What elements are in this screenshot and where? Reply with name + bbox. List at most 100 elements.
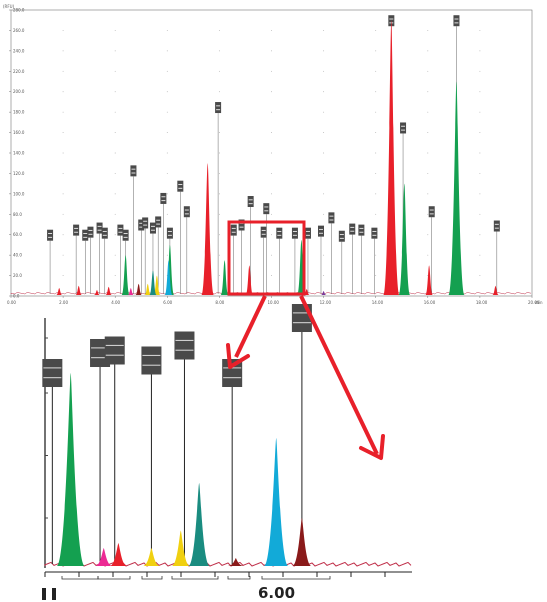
grid-dot <box>114 50 116 52</box>
grid-dot <box>271 132 272 134</box>
marker-text-line <box>83 236 88 238</box>
grid-dot <box>375 275 377 277</box>
grid-dot <box>271 152 272 154</box>
marker-text-line <box>292 230 297 232</box>
zoom-region-box <box>227 220 306 296</box>
marker-box <box>104 336 125 365</box>
marker-text-line <box>161 200 166 202</box>
grid-dot <box>114 132 116 134</box>
marker-text-line <box>305 230 310 232</box>
zoom-peak-marker <box>42 359 63 387</box>
marker-text-line <box>339 234 344 236</box>
bin-bracket <box>61 576 99 580</box>
marker-text-line <box>83 233 88 235</box>
peak <box>220 260 229 295</box>
grid-dot <box>166 172 168 174</box>
grid-dot <box>479 91 481 93</box>
marker-box <box>141 346 162 375</box>
marker-box <box>177 180 184 192</box>
grid-dot <box>271 91 272 93</box>
peak <box>149 270 157 295</box>
grid-dot <box>166 29 168 31</box>
grid-dot <box>479 275 481 277</box>
grid-dot <box>375 70 377 72</box>
grid-dot <box>323 193 325 195</box>
marker-text-line <box>184 209 189 211</box>
y-tick-label: 140.0 <box>13 151 25 156</box>
grid-dot <box>62 29 64 31</box>
marker-box <box>304 227 311 239</box>
marker-text-line <box>231 227 236 229</box>
grid-dot <box>271 50 272 52</box>
grid-dot <box>114 234 116 236</box>
grid-dot <box>323 91 325 93</box>
grid-dot <box>62 213 64 215</box>
y-tick-label: 60.0 <box>13 232 22 237</box>
grid-dot <box>218 70 220 72</box>
grid-dot <box>271 275 272 277</box>
zoom-peak <box>264 438 289 566</box>
marker-box <box>263 203 270 215</box>
marker-text-line <box>429 209 434 211</box>
grid-dot <box>62 275 64 277</box>
x-tick-label: 4.00 <box>111 300 120 305</box>
grid-dot <box>323 275 325 277</box>
grid-dot <box>479 132 481 134</box>
grid-dot <box>479 29 481 31</box>
peak <box>164 260 173 295</box>
marker-box <box>47 229 54 241</box>
grid-dot <box>271 29 272 31</box>
arrowhead <box>359 434 385 460</box>
grid-dot <box>323 152 325 154</box>
marker-box <box>230 224 237 236</box>
marker-text-line <box>167 234 172 236</box>
marker-text-line <box>43 367 62 369</box>
marker-text-line <box>139 226 144 228</box>
marker-text-line <box>43 377 62 379</box>
marker-text-line <box>184 213 189 215</box>
grid-dot <box>166 111 168 113</box>
grid-dot <box>427 91 429 93</box>
marker-text-line <box>359 231 364 233</box>
grid-dot <box>427 70 429 72</box>
marker-text-line <box>143 224 148 226</box>
x-tick-label: 12.00 <box>320 300 332 305</box>
grid-dot <box>323 29 325 31</box>
peak-marker <box>263 203 270 215</box>
peak <box>448 81 465 295</box>
peak-marker <box>493 220 500 232</box>
marker-text-line <box>318 232 323 234</box>
overview-chart: 0.0 20.0 40.0 60.0 80.0 100.0 120.0 140.0 160.0 1… <box>3 4 543 305</box>
grid-dot <box>218 152 220 154</box>
grid-dot <box>114 254 116 256</box>
marker-text-line <box>277 234 282 236</box>
peak <box>201 163 214 295</box>
grid-dot <box>323 50 325 52</box>
grid-dot <box>62 254 64 256</box>
peak <box>121 255 130 295</box>
grid-dot <box>479 172 481 174</box>
peak <box>55 287 63 295</box>
peak-marker <box>177 180 184 192</box>
grid-dot <box>114 29 116 31</box>
marker-box <box>82 229 89 241</box>
marker-box <box>453 15 460 27</box>
peak <box>398 183 411 295</box>
marker-text-line <box>91 357 110 359</box>
marker-text-line <box>118 231 123 233</box>
peak-marker <box>117 224 124 236</box>
marker-box <box>371 227 378 239</box>
marker-text-line <box>372 234 377 236</box>
zoom-peak <box>142 548 161 566</box>
y-tick-label: 280.0 <box>13 8 25 13</box>
marker-text-line <box>167 230 172 232</box>
grid-dot <box>271 234 272 236</box>
peak <box>144 283 152 295</box>
y-tick-label: 160.0 <box>13 130 25 135</box>
arrowhead <box>226 343 250 369</box>
peak-marker <box>230 224 237 236</box>
marker-text-line <box>261 233 266 235</box>
marker-text-line <box>178 183 183 185</box>
grid-dot <box>375 254 377 256</box>
zoom-peak-marker <box>222 359 243 387</box>
